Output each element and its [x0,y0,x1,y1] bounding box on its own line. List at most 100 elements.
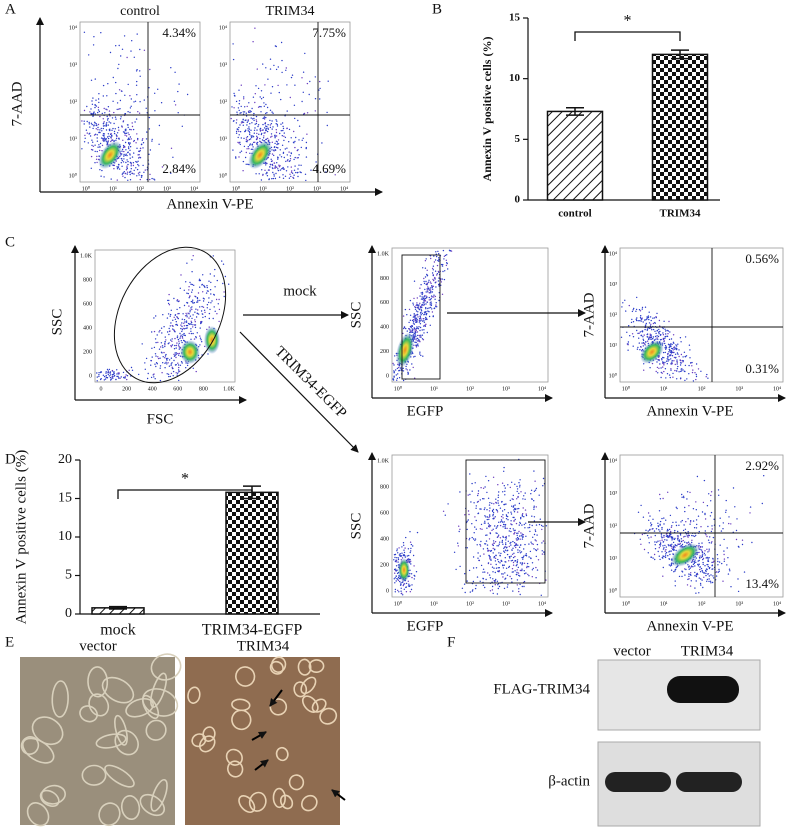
event-dot [207,290,208,291]
event-dot [687,491,688,492]
event-dot [107,369,108,370]
event-dot [168,342,169,343]
event-dot [478,513,479,514]
event-dot [178,112,179,113]
event-dot [669,339,670,340]
event-dot [533,500,534,501]
event-dot [531,543,532,544]
event-dot [663,334,664,335]
event-dot [425,317,426,318]
event-dot [91,145,92,146]
event-dot [135,167,136,168]
event-dot [291,170,292,171]
event-dot [94,145,95,146]
event-dot [396,557,397,558]
event-dot [660,543,661,544]
event-dot [131,138,132,139]
event-dot [327,125,328,126]
event-dot [235,156,236,157]
event-dot [678,535,679,536]
event-dot [484,587,485,588]
event-dot [637,333,638,334]
event-dot [132,122,133,123]
event-dot [113,372,114,373]
event-dot [97,134,98,135]
event-dot [483,585,484,586]
event-dot [677,363,678,364]
event-dot [493,545,494,546]
event-dot [700,571,701,572]
event-dot [149,179,150,180]
event-dot [403,585,404,586]
event-dot [675,357,676,358]
event-dot [435,306,436,307]
event-dot [214,269,215,270]
event-dot [210,289,211,290]
event-dot [527,574,528,575]
event-dot [688,573,689,574]
event-dot [656,337,657,338]
event-dot [184,319,185,320]
event-dot [395,589,396,590]
event-dot [283,153,284,154]
event-dot [523,495,524,496]
event-dot [272,113,273,114]
event-dot [270,110,271,111]
event-dot [107,118,108,119]
event-dot [165,341,166,342]
event-dot [529,524,530,525]
y-tick-label: 1.0K [80,253,93,259]
event-dot [424,304,425,305]
event-dot [650,325,651,326]
event-dot [246,115,247,116]
event-dot [167,317,168,318]
event-dot [426,274,427,275]
event-dot [419,353,420,354]
event-dot [446,262,447,263]
event-dot [405,556,406,557]
event-dot [145,169,146,170]
event-dot [282,130,283,131]
event-dot [416,310,417,311]
event-dot [694,536,695,537]
event-dot [249,128,250,129]
event-dot [278,139,279,140]
y-tick-label: 10¹ [609,556,617,562]
event-dot [422,329,423,330]
event-dot [178,369,179,370]
event-dot [665,553,666,554]
event-dot [396,374,397,375]
event-dot [694,372,695,373]
event-dot [410,315,411,316]
event-dot [626,332,627,333]
y-tick-label: 800 [380,484,389,490]
event-dot [479,544,480,545]
event-dot [106,95,107,96]
event-dot [672,373,673,374]
event-dot [481,565,482,566]
event-dot [509,556,510,557]
event-dot [176,345,177,346]
event-dot [443,258,444,259]
event-dot [508,541,509,542]
event-dot [192,289,193,290]
event-dot [673,549,674,550]
event-dot [282,122,283,123]
event-dot [640,318,641,319]
event-dot [713,577,714,578]
event-dot [196,371,197,372]
event-dot [189,324,190,325]
event-dot [272,164,273,165]
event-dot [277,85,278,86]
event-dot [495,572,496,573]
event-dot [427,302,428,303]
event-dot [157,334,158,335]
event-dot [520,539,521,540]
event-dot [224,296,225,297]
event-dot [650,316,651,317]
event-dot [707,557,708,558]
event-dot [496,533,497,534]
event-dot [525,572,526,573]
event-dot [667,358,668,359]
event-dot [260,111,261,112]
